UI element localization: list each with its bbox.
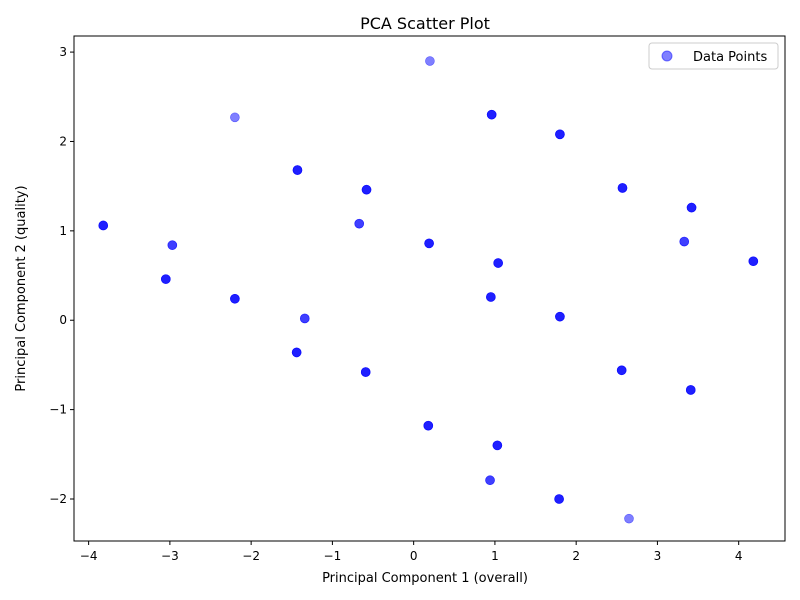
x-tick-label: −3	[161, 549, 179, 563]
data-point	[167, 240, 178, 250]
y-axis-label: Principal Component 2 (quality)	[14, 185, 29, 391]
x-tick-label: 2	[572, 549, 580, 563]
data-point	[361, 184, 372, 195]
data-point	[98, 220, 109, 231]
data-point	[292, 165, 303, 175]
y-tick-label: 3	[59, 45, 67, 59]
data-point	[555, 129, 565, 140]
data-point	[486, 109, 497, 120]
data-point	[616, 365, 627, 376]
chart-title: PCA Scatter Plot	[360, 14, 490, 33]
legend: Data Points	[648, 42, 779, 70]
y-tick-label: 2	[59, 134, 67, 148]
x-tick-label: −4	[80, 549, 98, 563]
data-point	[748, 256, 759, 267]
data-point	[360, 367, 371, 377]
x-axis-ticks: −4 −3 −2 −1 0 1 2 3 4	[80, 541, 743, 563]
x-tick-label: 0	[410, 549, 418, 563]
legend-label: Data Points	[693, 50, 767, 65]
plot-area	[73, 35, 786, 542]
x-tick-label: 4	[735, 549, 743, 563]
legend-box	[648, 42, 779, 70]
y-tick-label: −2	[49, 492, 67, 506]
data-point	[617, 183, 628, 193]
x-tick-label: −1	[324, 549, 342, 563]
x-axis-label: Principal Component 1 (overall)	[322, 571, 528, 586]
data-point	[555, 311, 565, 322]
data-point	[679, 236, 690, 247]
data-point	[230, 112, 240, 123]
data-point	[492, 440, 503, 451]
x-tick-label: −2	[242, 549, 260, 563]
y-axis-ticks: −2 −1 0 1 2 3	[49, 45, 74, 506]
data-point	[486, 292, 496, 302]
y-tick-label: −1	[49, 403, 67, 417]
data-point	[354, 218, 365, 229]
y-tick-label: 0	[59, 313, 67, 327]
data-point	[161, 274, 171, 284]
data-point	[485, 475, 495, 486]
data-point	[291, 347, 302, 358]
x-tick-label: 1	[491, 549, 499, 563]
data-point	[686, 202, 697, 213]
data-point	[424, 238, 434, 249]
legend-marker	[661, 50, 673, 62]
data-point	[425, 56, 435, 66]
data-point	[230, 293, 240, 304]
data-point	[624, 513, 634, 524]
data-point	[299, 313, 310, 324]
data-points-layer	[98, 56, 759, 524]
data-point	[423, 420, 434, 431]
y-tick-label: 1	[59, 224, 67, 238]
data-point	[493, 258, 503, 268]
x-tick-label: 3	[654, 549, 662, 563]
data-point	[685, 385, 696, 395]
data-point	[554, 494, 564, 504]
